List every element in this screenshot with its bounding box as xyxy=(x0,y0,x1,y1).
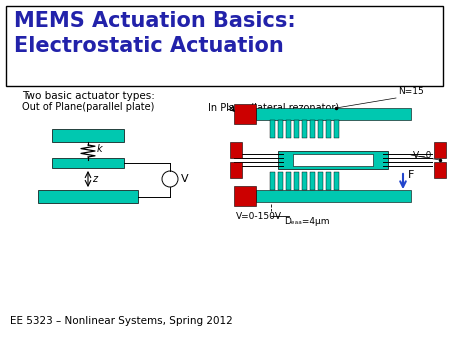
FancyBboxPatch shape xyxy=(270,172,275,190)
FancyBboxPatch shape xyxy=(326,172,331,190)
FancyBboxPatch shape xyxy=(294,172,299,190)
FancyBboxPatch shape xyxy=(302,172,307,190)
Text: Out of Plane(parallel plate): Out of Plane(parallel plate) xyxy=(22,102,154,112)
FancyBboxPatch shape xyxy=(278,120,283,138)
Text: Dₑₐₐ=4μm: Dₑₐₐ=4μm xyxy=(284,217,329,226)
FancyBboxPatch shape xyxy=(286,172,291,190)
FancyBboxPatch shape xyxy=(256,108,411,120)
FancyBboxPatch shape xyxy=(334,120,339,138)
Text: Electrostatic Actuation: Electrostatic Actuation xyxy=(14,36,284,56)
FancyBboxPatch shape xyxy=(294,120,299,138)
FancyBboxPatch shape xyxy=(234,186,256,206)
FancyBboxPatch shape xyxy=(334,172,339,190)
FancyBboxPatch shape xyxy=(434,142,446,158)
FancyBboxPatch shape xyxy=(318,172,323,190)
FancyBboxPatch shape xyxy=(293,154,373,166)
FancyBboxPatch shape xyxy=(310,120,315,138)
Text: V: V xyxy=(181,174,189,184)
FancyBboxPatch shape xyxy=(6,6,443,86)
FancyBboxPatch shape xyxy=(230,162,242,178)
FancyBboxPatch shape xyxy=(256,190,411,202)
Text: F: F xyxy=(408,170,414,180)
FancyBboxPatch shape xyxy=(318,120,323,138)
FancyBboxPatch shape xyxy=(38,190,138,203)
FancyBboxPatch shape xyxy=(434,162,446,178)
Text: EE 5323 – Nonlinear Systems, Spring 2012: EE 5323 – Nonlinear Systems, Spring 2012 xyxy=(10,316,233,326)
Text: In Plane (lateral rezonator): In Plane (lateral rezonator) xyxy=(208,102,339,112)
FancyBboxPatch shape xyxy=(278,172,283,190)
FancyBboxPatch shape xyxy=(310,172,315,190)
Text: z: z xyxy=(92,174,97,184)
FancyBboxPatch shape xyxy=(234,104,256,124)
Text: MEMS Actuation Basics:: MEMS Actuation Basics: xyxy=(14,11,296,31)
FancyBboxPatch shape xyxy=(302,120,307,138)
Text: k: k xyxy=(97,144,103,154)
FancyBboxPatch shape xyxy=(52,129,124,142)
FancyBboxPatch shape xyxy=(230,142,242,158)
FancyBboxPatch shape xyxy=(52,158,124,168)
Text: V=0-150V: V=0-150V xyxy=(236,212,282,221)
FancyBboxPatch shape xyxy=(286,120,291,138)
Text: Two basic actuator types:: Two basic actuator types: xyxy=(22,91,155,101)
FancyBboxPatch shape xyxy=(270,120,275,138)
FancyBboxPatch shape xyxy=(278,151,388,169)
FancyBboxPatch shape xyxy=(326,120,331,138)
Text: V=0: V=0 xyxy=(413,150,432,160)
Text: N=15: N=15 xyxy=(398,87,424,96)
